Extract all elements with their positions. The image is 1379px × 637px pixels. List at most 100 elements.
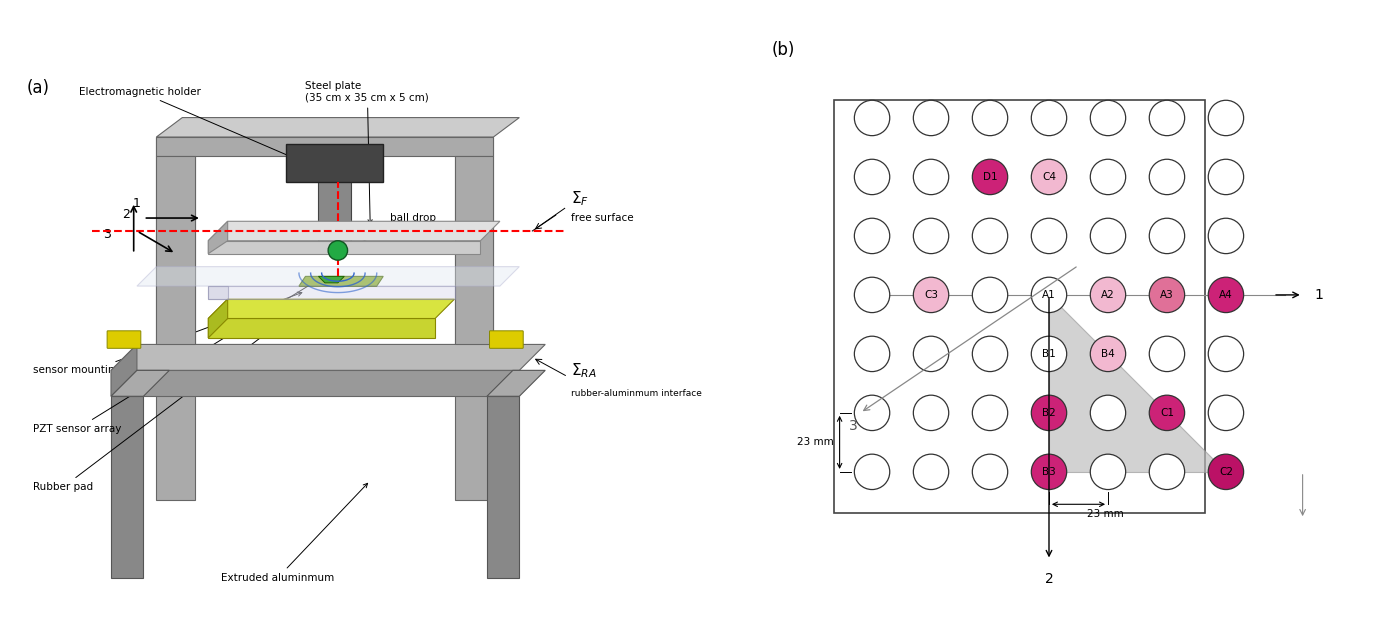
Circle shape bbox=[972, 100, 1008, 136]
Text: 23 mm: 23 mm bbox=[1087, 509, 1124, 519]
Circle shape bbox=[1208, 218, 1244, 254]
Text: 3: 3 bbox=[103, 228, 112, 241]
Circle shape bbox=[913, 100, 949, 136]
Polygon shape bbox=[487, 396, 520, 578]
Circle shape bbox=[1091, 454, 1125, 490]
Circle shape bbox=[913, 454, 949, 490]
Text: A1: A1 bbox=[1043, 290, 1056, 300]
Circle shape bbox=[1149, 100, 1185, 136]
Circle shape bbox=[972, 277, 1008, 313]
Text: Rubber pad: Rubber pad bbox=[33, 331, 270, 492]
Polygon shape bbox=[156, 157, 196, 345]
Circle shape bbox=[1149, 159, 1185, 195]
Circle shape bbox=[1031, 218, 1067, 254]
Text: PZT sensor array: PZT sensor array bbox=[33, 282, 316, 434]
Text: Steel plate
(35 cm x 35 cm x 5 cm): Steel plate (35 cm x 35 cm x 5 cm) bbox=[306, 81, 429, 224]
Circle shape bbox=[972, 454, 1008, 490]
Circle shape bbox=[855, 454, 889, 490]
Polygon shape bbox=[299, 276, 383, 286]
Circle shape bbox=[1149, 454, 1185, 490]
Text: B2: B2 bbox=[1043, 408, 1056, 418]
Circle shape bbox=[1208, 100, 1244, 136]
Text: C3: C3 bbox=[924, 290, 938, 300]
Text: ball drop: ball drop bbox=[352, 213, 436, 247]
Text: A2: A2 bbox=[1100, 290, 1114, 300]
Text: 2: 2 bbox=[1045, 572, 1054, 586]
Text: rubber-aluminmum interface: rubber-aluminmum interface bbox=[571, 389, 702, 397]
Circle shape bbox=[1208, 336, 1244, 371]
Circle shape bbox=[972, 395, 1008, 431]
Circle shape bbox=[1208, 277, 1244, 313]
Polygon shape bbox=[112, 345, 545, 370]
Circle shape bbox=[1208, 454, 1244, 490]
Circle shape bbox=[1091, 159, 1125, 195]
Text: (a): (a) bbox=[26, 79, 50, 97]
Circle shape bbox=[855, 336, 889, 371]
Text: free surface: free surface bbox=[571, 213, 634, 223]
Text: Extruded aluminmum: Extruded aluminmum bbox=[221, 483, 368, 583]
Circle shape bbox=[1091, 336, 1125, 371]
Polygon shape bbox=[156, 137, 494, 157]
Circle shape bbox=[1031, 454, 1067, 490]
Polygon shape bbox=[112, 396, 143, 578]
Text: C4: C4 bbox=[1043, 172, 1056, 182]
Circle shape bbox=[972, 336, 1008, 371]
Polygon shape bbox=[319, 276, 345, 283]
Polygon shape bbox=[208, 286, 228, 299]
Circle shape bbox=[1091, 277, 1125, 313]
Bar bbox=[285, 143, 383, 182]
Polygon shape bbox=[208, 221, 228, 254]
Polygon shape bbox=[487, 370, 545, 396]
Circle shape bbox=[855, 100, 889, 136]
Circle shape bbox=[1031, 100, 1067, 136]
Polygon shape bbox=[208, 299, 228, 338]
Circle shape bbox=[972, 218, 1008, 254]
Circle shape bbox=[1149, 336, 1185, 371]
Circle shape bbox=[1031, 159, 1067, 195]
Polygon shape bbox=[208, 241, 480, 254]
Polygon shape bbox=[137, 267, 520, 286]
Text: C2: C2 bbox=[1219, 467, 1233, 477]
Polygon shape bbox=[208, 221, 501, 241]
Polygon shape bbox=[112, 370, 170, 396]
Circle shape bbox=[1208, 395, 1244, 431]
Text: A4: A4 bbox=[1219, 290, 1233, 300]
Text: sensor mounting plate: sensor mounting plate bbox=[33, 292, 302, 375]
Circle shape bbox=[1031, 395, 1067, 431]
Circle shape bbox=[913, 395, 949, 431]
Text: D1: D1 bbox=[983, 172, 997, 182]
Polygon shape bbox=[156, 137, 196, 500]
Text: A3: A3 bbox=[1160, 290, 1174, 300]
Text: B1: B1 bbox=[1043, 349, 1056, 359]
Circle shape bbox=[1149, 395, 1185, 431]
Circle shape bbox=[913, 277, 949, 313]
Circle shape bbox=[855, 159, 889, 195]
Circle shape bbox=[1091, 100, 1125, 136]
Circle shape bbox=[913, 218, 949, 254]
Text: B3: B3 bbox=[1043, 467, 1056, 477]
Polygon shape bbox=[112, 345, 137, 396]
Text: C1: C1 bbox=[1160, 408, 1174, 418]
Circle shape bbox=[1091, 395, 1125, 431]
Circle shape bbox=[913, 336, 949, 371]
FancyBboxPatch shape bbox=[108, 331, 141, 348]
Polygon shape bbox=[1049, 295, 1226, 472]
Polygon shape bbox=[156, 118, 520, 137]
Circle shape bbox=[1031, 336, 1067, 371]
Polygon shape bbox=[112, 370, 520, 396]
Circle shape bbox=[1149, 218, 1185, 254]
Circle shape bbox=[855, 395, 889, 431]
Circle shape bbox=[1091, 218, 1125, 254]
Text: 1: 1 bbox=[132, 197, 141, 210]
Circle shape bbox=[913, 159, 949, 195]
Polygon shape bbox=[455, 157, 494, 345]
Polygon shape bbox=[455, 137, 494, 500]
Text: 1: 1 bbox=[1314, 288, 1324, 302]
Circle shape bbox=[972, 159, 1008, 195]
Text: (b): (b) bbox=[772, 41, 796, 59]
Circle shape bbox=[328, 241, 348, 260]
Text: 3: 3 bbox=[849, 419, 858, 433]
FancyBboxPatch shape bbox=[490, 331, 523, 348]
Bar bbox=[319, 157, 350, 241]
Polygon shape bbox=[208, 286, 455, 299]
